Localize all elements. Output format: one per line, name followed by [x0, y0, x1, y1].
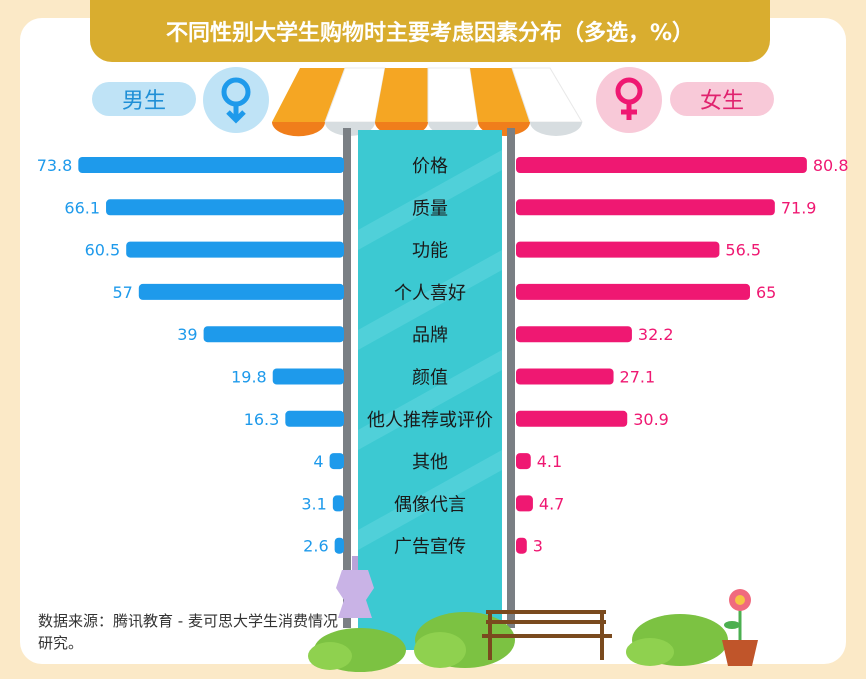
chart-title: 不同性别大学生购物时主要考虑因素分布（多选，%） — [90, 0, 770, 62]
female-value-label: 80.8 — [813, 156, 849, 175]
male-bar — [334, 537, 344, 554]
male-value-label: 73.8 — [37, 156, 73, 175]
category-label: 质量 — [412, 198, 448, 219]
male-value-label: 19.8 — [231, 368, 267, 387]
female-legend-label: 女生 — [670, 82, 774, 116]
awning-icon — [272, 67, 583, 137]
category-label: 广告宣传 — [394, 537, 466, 558]
male-legend-label: 男生 — [92, 82, 196, 116]
mannequin-icon — [336, 556, 374, 618]
category-label: 品牌 — [412, 325, 448, 346]
female-bar — [516, 157, 807, 173]
female-bar — [516, 199, 775, 216]
female-value-label: 71.9 — [781, 198, 817, 217]
male-bar — [78, 157, 344, 173]
male-bar — [126, 241, 344, 258]
male-bar — [329, 453, 344, 470]
male-bar — [106, 199, 344, 216]
female-bar — [516, 495, 533, 512]
male-value-label: 66.1 — [64, 198, 100, 217]
female-value-label: 65 — [756, 283, 776, 302]
female-value-label: 4.7 — [539, 494, 564, 513]
female-symbol-icon — [596, 67, 662, 133]
female-bar — [516, 283, 750, 300]
category-label: 他人推荐或评价 — [367, 410, 493, 431]
male-value-label: 3.1 — [301, 494, 326, 513]
female-bar — [516, 410, 628, 427]
source-note: 数据来源：腾讯教育 - 麦可思大学生消费情况研究。 — [38, 612, 338, 652]
male-bar — [138, 283, 344, 300]
female-value-label: 32.2 — [638, 325, 674, 344]
female-value-label: 3 — [533, 537, 543, 556]
female-bar — [516, 326, 632, 343]
male-bar — [203, 326, 344, 343]
female-bar — [516, 241, 720, 258]
male-value-label: 16.3 — [244, 410, 280, 429]
female-value-label: 56.5 — [725, 241, 761, 260]
female-value-label: 4.1 — [537, 452, 562, 471]
bars-layer: 73.8 80.8 价格 66.1 71.9 质量 60.5 56.5 功能 57 65 个人喜好 39… — [37, 156, 849, 558]
female-value-label: 27.1 — [620, 368, 656, 387]
male-value-label: 57 — [112, 283, 132, 302]
male-value-label: 4 — [313, 452, 323, 471]
male-bar — [285, 410, 344, 427]
flower-pot-icon — [722, 589, 758, 666]
male-bar — [332, 495, 344, 512]
category-label: 颜值 — [412, 368, 448, 389]
female-value-label: 30.9 — [633, 410, 669, 429]
male-value-label: 39 — [177, 325, 197, 344]
category-label: 功能 — [412, 241, 448, 262]
right-pole — [507, 128, 515, 628]
male-bar — [272, 368, 344, 385]
category-label: 价格 — [412, 156, 448, 177]
left-pole — [343, 128, 351, 628]
male-value-label: 60.5 — [85, 241, 121, 260]
female-bar — [516, 537, 527, 554]
bench-icon — [482, 610, 612, 660]
category-label: 其他 — [412, 452, 448, 473]
female-bar — [516, 453, 531, 470]
category-label: 个人喜好 — [394, 283, 466, 304]
male-value-label: 2.6 — [303, 537, 328, 556]
male-symbol-icon — [203, 67, 269, 133]
category-label: 偶像代言 — [394, 494, 466, 515]
female-bar — [516, 368, 614, 385]
